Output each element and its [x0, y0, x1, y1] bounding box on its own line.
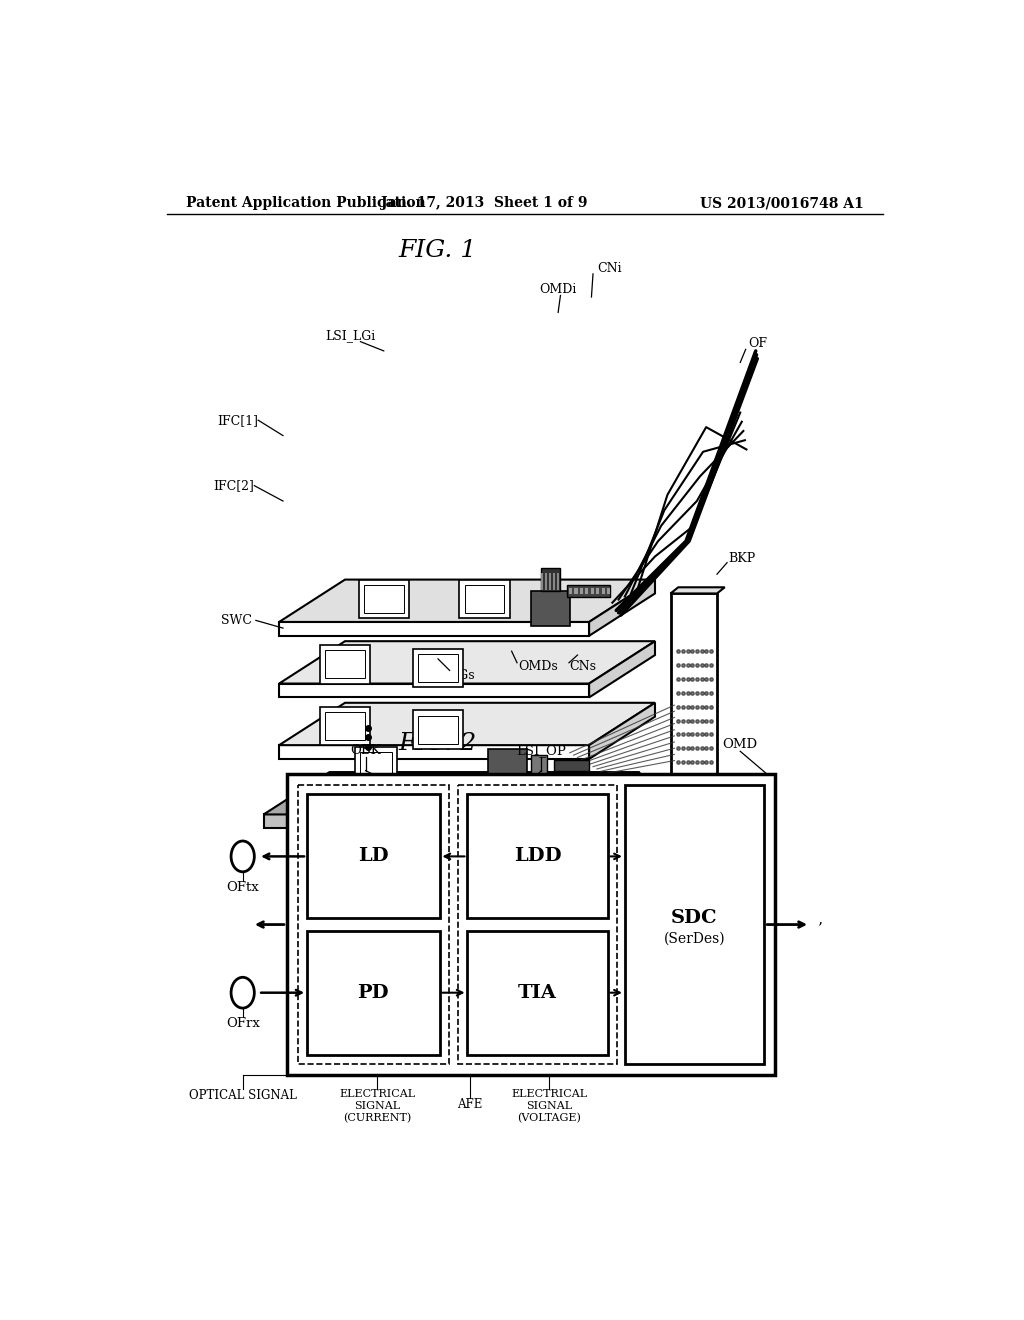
Text: Patent Application Publication: Patent Application Publication [186, 197, 426, 210]
Bar [586, 589, 589, 594]
Text: TIA: TIA [518, 983, 557, 1002]
Text: ’: ’ [818, 921, 822, 936]
Text: OBK: OBK [350, 744, 381, 758]
Text: OMDi: OMDi [539, 282, 577, 296]
Polygon shape [671, 594, 717, 867]
Text: FIG. 1: FIG. 1 [399, 239, 477, 263]
Text: CNs: CNs [569, 660, 597, 673]
Bar [319, 706, 371, 744]
Text: CNi: CNi [597, 261, 622, 275]
Text: AFE: AFE [457, 1098, 482, 1111]
Bar [467, 795, 607, 919]
Text: (VOLTAGE): (VOLTAGE) [517, 1113, 582, 1123]
Text: IFC[1]: IFC[1] [217, 413, 258, 426]
Bar [567, 585, 610, 597]
Text: LDD: LDD [514, 847, 561, 866]
Bar [364, 585, 403, 612]
Text: SDC: SDC [671, 909, 718, 928]
Ellipse shape [231, 977, 254, 1008]
Bar [601, 589, 604, 594]
Text: OFtx: OFtx [226, 880, 259, 894]
Bar [545, 573, 547, 590]
Polygon shape [589, 642, 655, 697]
Bar [319, 645, 371, 684]
Text: OF: OF [748, 337, 767, 350]
Bar [418, 655, 458, 682]
Text: SIGNAL: SIGNAL [354, 1101, 400, 1111]
Bar [541, 568, 560, 591]
Polygon shape [280, 622, 589, 636]
Bar [531, 755, 547, 775]
Bar [413, 710, 463, 748]
Bar [569, 589, 572, 594]
Polygon shape [280, 744, 589, 759]
Bar [360, 752, 392, 776]
Text: ELECTRICAL: ELECTRICAL [511, 1089, 588, 1098]
Bar [418, 715, 458, 743]
Text: PD: PD [357, 983, 389, 1002]
Text: SIGNAL: SIGNAL [526, 1101, 572, 1111]
Bar [580, 589, 583, 594]
Text: OPTICAL SIGNAL: OPTICAL SIGNAL [188, 1089, 297, 1102]
Text: (CURRENT): (CURRENT) [343, 1113, 412, 1123]
Bar [531, 591, 569, 626]
Text: US 2013/0016748 A1: US 2013/0016748 A1 [700, 197, 864, 210]
Bar [460, 579, 510, 618]
Polygon shape [280, 579, 655, 622]
Polygon shape [589, 579, 655, 636]
Bar [465, 585, 504, 612]
Text: LD: LD [358, 847, 388, 866]
Bar [326, 651, 365, 678]
Polygon shape [280, 702, 655, 744]
Bar [541, 573, 544, 590]
Bar [557, 573, 559, 590]
Polygon shape [280, 684, 589, 697]
Polygon shape [671, 587, 725, 594]
Bar [358, 579, 409, 618]
Bar [607, 589, 610, 594]
Text: LSI_LGi: LSI_LGi [326, 329, 376, 342]
Text: LSI_LGs: LSI_LGs [423, 668, 475, 681]
Bar [287, 775, 775, 1074]
Text: OFrx: OFrx [225, 1018, 260, 1031]
Text: OMD: OMD [723, 738, 758, 751]
Polygon shape [573, 772, 640, 829]
Text: LSI_OP: LSI_OP [516, 744, 566, 758]
Bar [549, 573, 551, 590]
Text: SWC: SWC [221, 614, 252, 627]
Bar [554, 760, 589, 771]
Polygon shape [280, 642, 655, 684]
Text: OMDs: OMDs [518, 660, 558, 673]
Text: FIG. 2: FIG. 2 [399, 733, 477, 755]
Bar [458, 785, 617, 1064]
Bar [625, 785, 764, 1064]
Polygon shape [263, 772, 640, 814]
Bar [298, 785, 449, 1064]
Bar [553, 573, 555, 590]
Bar [307, 795, 439, 919]
Bar [574, 589, 578, 594]
Text: (SerDes): (SerDes) [664, 932, 725, 945]
Bar [488, 748, 527, 780]
Text: Jan. 17, 2013  Sheet 1 of 9: Jan. 17, 2013 Sheet 1 of 9 [381, 197, 588, 210]
Bar [413, 649, 463, 688]
Polygon shape [263, 814, 573, 829]
Bar [354, 747, 397, 781]
Bar [591, 589, 594, 594]
Text: IFC[2]: IFC[2] [213, 479, 254, 492]
Ellipse shape [231, 841, 254, 871]
Polygon shape [589, 702, 655, 759]
Bar [467, 931, 607, 1055]
Bar [326, 711, 365, 739]
Bar [596, 589, 599, 594]
Text: ELECTRICAL: ELECTRICAL [339, 1089, 415, 1098]
Bar [307, 931, 439, 1055]
Text: BKP: BKP [729, 552, 756, 565]
